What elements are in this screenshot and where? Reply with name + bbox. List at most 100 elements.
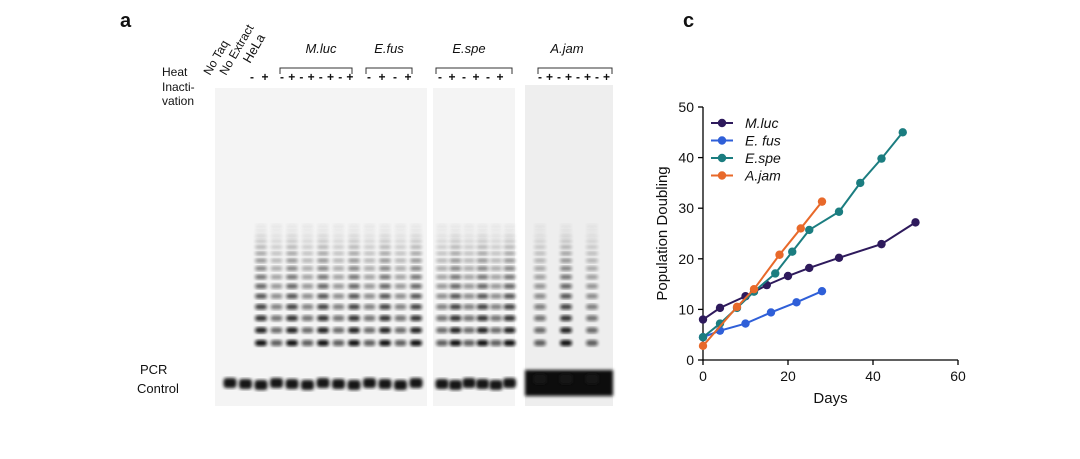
gel-band [410,327,422,334]
gel-band [332,274,345,280]
gel-band [490,239,502,244]
gel-band [449,258,462,263]
gel-band [586,340,598,346]
heat-sign: + [584,70,591,84]
gel-band [503,293,516,299]
gel-band [317,293,329,299]
gel-band [286,266,298,271]
legend-marker [717,136,727,145]
gel-band [255,230,267,234]
gel-band [586,234,598,238]
legend-marker [717,153,727,163]
heat-sign: - [338,70,342,84]
gel-band [476,230,489,234]
gel-band [332,251,345,256]
gel-band [449,293,462,299]
gel-band [436,223,448,227]
gel-band [449,223,462,227]
data-point [877,154,886,163]
gel-band [379,239,391,244]
gel-band [317,223,329,227]
gel-band [490,223,502,227]
heat-sign: + [448,70,455,84]
gel-band [560,226,572,230]
gel-band [348,230,360,234]
y-tick-label: 40 [678,150,694,166]
gel-band [301,223,314,227]
gel-band [363,258,376,263]
gel-band [490,266,502,271]
gel-band [410,230,422,234]
gel-band [534,293,546,299]
gel-band [476,293,489,299]
gel-band [410,258,422,263]
gel-band [560,304,572,310]
data-point [805,225,814,235]
gel-band [363,234,376,238]
gel-band [301,230,314,234]
gel-band [476,239,489,244]
heat-sign: - [462,70,466,84]
gel-band [394,293,407,299]
gel-band [348,251,360,256]
gel-band [534,223,546,227]
heat-label: Inacti- [162,80,195,94]
gel-band [503,266,516,271]
gel-band [503,340,516,346]
gel-band [463,266,475,271]
gel-band [317,239,329,244]
gel-band [255,258,267,263]
gel-band [301,304,314,310]
gel-band [316,378,330,388]
gel-band [534,258,546,263]
gel-band [449,245,462,249]
gel-band [332,340,345,346]
gel-band [560,327,572,334]
gel-band [394,304,407,310]
y-axis-title: Population Doubling [654,166,671,300]
gel-band [286,239,298,244]
gel-band [503,234,516,238]
data-point [766,308,776,317]
gel-band [286,258,298,263]
gel-band [476,379,489,389]
gel-band [286,340,298,346]
gel-band [534,245,546,249]
heat-sign: - [538,70,542,84]
gel-band [239,379,252,389]
gel-band [332,239,345,244]
heat-label: vation [162,94,194,108]
gel-band [490,315,502,321]
gel-band [332,258,345,263]
data-point [698,333,708,342]
gel-band [255,304,267,310]
legend-label: M.luc [745,115,778,131]
data-point [732,302,742,312]
gel-band [379,274,391,280]
gel-band [348,223,360,227]
panel-label: c [683,10,694,32]
gel-band [332,234,345,238]
gel-band [363,239,376,244]
gel-band [270,274,283,280]
gel-band [363,245,376,249]
gel-band [255,239,267,244]
gel-band [270,230,283,234]
gel-band [348,283,360,289]
group-bracket [365,67,413,74]
gel-band [270,340,283,346]
heat-label: Heat [162,65,188,79]
gel-band [317,304,329,310]
gel-band [332,223,345,227]
gel-band [363,340,376,346]
gel-band [317,327,329,334]
gel-band [449,304,462,310]
control-label: Control [137,381,179,396]
legend-label: A.jam [744,168,781,184]
gel-band [379,251,391,256]
gel-band [560,266,572,271]
gel-band [534,251,546,256]
gel-band [586,239,598,244]
data-point [877,239,886,249]
gel-band [379,340,391,346]
